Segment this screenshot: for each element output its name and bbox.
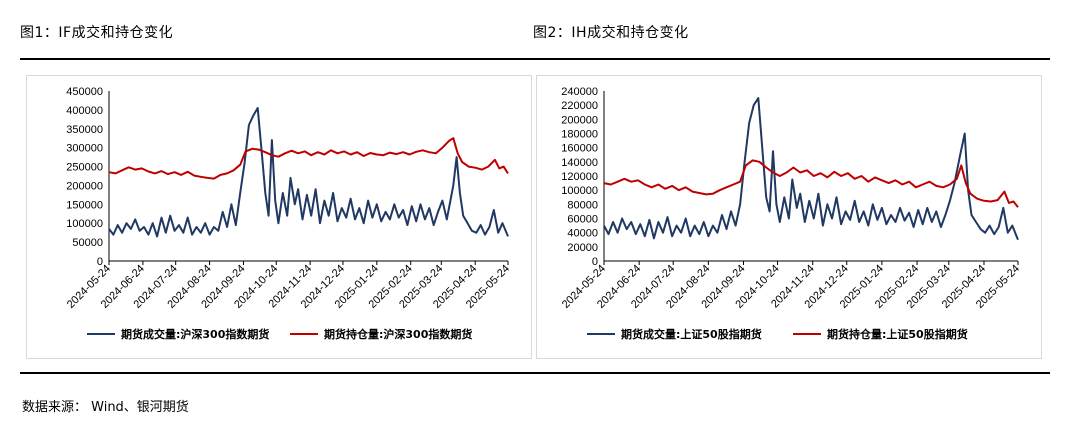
series-line-volume: [603, 97, 1019, 241]
y-tick-label: 180000: [561, 129, 598, 141]
y-tick-label: 100000: [561, 185, 598, 197]
chart-panel-ih: 0 20000 40000 60000 80000 100000 120000 140000 1…: [536, 75, 1042, 359]
legend-label: 期货成交量:沪深300指数期货: [121, 327, 269, 341]
y-tick-label: 160000: [561, 143, 598, 155]
series-line-open-interest: [603, 159, 1019, 208]
source-note: 数据来源： Wind、银河期货: [22, 400, 189, 415]
y-tick-label: 250000: [66, 162, 103, 174]
y-tick-label: 240000: [561, 86, 598, 98]
figure-title-right: 图2：IH成交和持仓变化: [533, 25, 689, 41]
y-tick-label: 200000: [66, 180, 103, 192]
y-tick-label: 220000: [561, 100, 598, 112]
legend-label: 期货成交量:上证50股指期货: [621, 327, 762, 341]
y-tick-label: 140000: [561, 157, 598, 169]
y-tick-label: 300000: [66, 143, 103, 155]
y-tick-label: 0: [97, 256, 103, 268]
y-tick-label: 150000: [66, 199, 103, 211]
y-tick-label: 80000: [567, 199, 598, 211]
y-tick-label: 0: [592, 256, 598, 268]
series-line-open-interest: [108, 137, 509, 180]
y-tick-label: 120000: [561, 171, 598, 183]
bottom-divider: [20, 372, 1050, 374]
y-tick-label: 350000: [66, 124, 103, 136]
y-tick-label: 450000: [66, 86, 103, 98]
y-tick-label: 20000: [567, 242, 598, 254]
legend-label: 期货持仓量:上证50股指期货: [827, 327, 968, 341]
top-divider: [20, 58, 1050, 60]
chart-panel-if: 0 50000 100000 150000 200000 250000 300000 3500…: [26, 75, 532, 359]
y-tick-label: 200000: [561, 114, 598, 126]
y-tick-label: 400000: [66, 105, 103, 117]
y-tick-label: 40000: [567, 228, 598, 240]
y-tick-label: 100000: [66, 218, 103, 230]
chart-ih-svg: 0 20000 40000 60000 80000 100000 120000 140000 1…: [560, 86, 1022, 341]
y-tick-label: 50000: [72, 237, 103, 249]
legend-label: 期货持仓量:沪深300指数期货: [324, 327, 472, 341]
series-line-volume: [108, 107, 509, 238]
figure-title-left: 图1：IF成交和持仓变化: [20, 25, 174, 41]
y-tick-label: 60000: [567, 214, 598, 226]
chart-if-svg: 0 50000 100000 150000 200000 250000 300000 3500…: [65, 86, 512, 341]
